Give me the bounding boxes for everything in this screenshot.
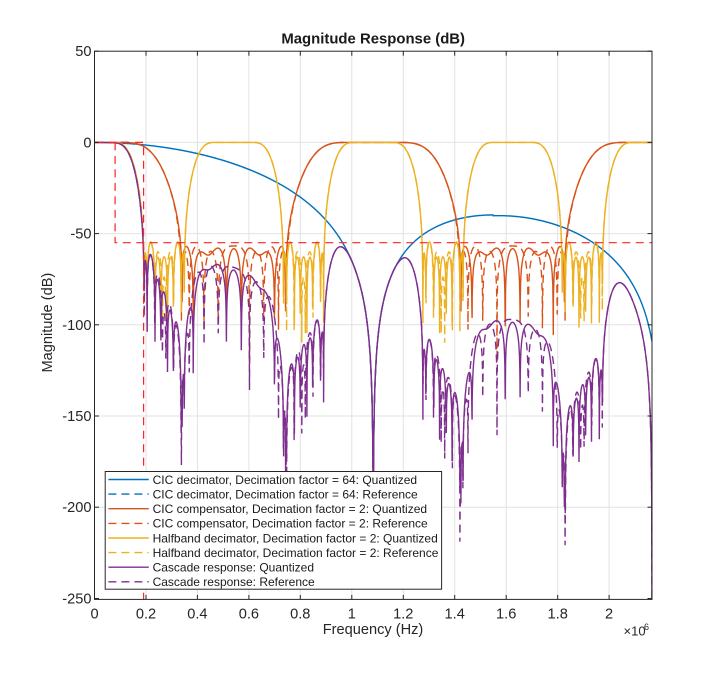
svg-text:0.4: 0.4 (187, 607, 207, 623)
svg-text:1.4: 1.4 (445, 607, 465, 623)
svg-text:CIC compensator, Decimation fa: CIC compensator, Decimation factor = 2: … (153, 517, 428, 531)
svg-text:CIC compensator, Decimation fa: CIC compensator, Decimation factor = 2: … (153, 502, 427, 516)
svg-text:-150: -150 (62, 409, 91, 425)
svg-text:0.2: 0.2 (136, 607, 156, 623)
svg-text:Cascade response: Quantized: Cascade response: Quantized (153, 561, 314, 575)
svg-text:50: 50 (75, 44, 91, 60)
svg-text:0.6: 0.6 (239, 607, 259, 623)
svg-text:2: 2 (605, 607, 613, 623)
svg-text:0: 0 (83, 135, 91, 151)
svg-text:1: 1 (348, 607, 356, 623)
svg-text:Magnitude Response (dB): Magnitude Response (dB) (281, 32, 465, 48)
svg-text:CIC decimator, Decimation fact: CIC decimator, Decimation factor = 64: R… (153, 487, 418, 501)
svg-text:-50: -50 (70, 227, 91, 243)
svg-text:-250: -250 (62, 592, 91, 608)
svg-text:1.6: 1.6 (496, 607, 516, 623)
svg-text:-200: -200 (62, 500, 91, 516)
svg-text:1.2: 1.2 (393, 607, 413, 623)
svg-text:0.8: 0.8 (290, 607, 310, 623)
svg-text:1.8: 1.8 (548, 607, 568, 623)
svg-text:Frequency (Hz): Frequency (Hz) (323, 622, 424, 638)
svg-text:×10: ×10 (624, 624, 646, 639)
svg-text:Halfband decimator, Decimation: Halfband decimator, Decimation factor = … (153, 531, 438, 545)
svg-text:Halfband decimator, Decimation: Halfband decimator, Decimation factor = … (153, 546, 439, 560)
svg-text:-100: -100 (62, 318, 91, 334)
svg-text:Cascade response: Reference: Cascade response: Reference (153, 575, 315, 589)
svg-text:CIC decimator, Decimation fact: CIC decimator, Decimation factor = 64: Q… (153, 473, 417, 487)
svg-text:0: 0 (90, 607, 98, 623)
svg-text:6: 6 (644, 622, 649, 632)
svg-text:Magnitude (dB): Magnitude (dB) (40, 273, 56, 373)
